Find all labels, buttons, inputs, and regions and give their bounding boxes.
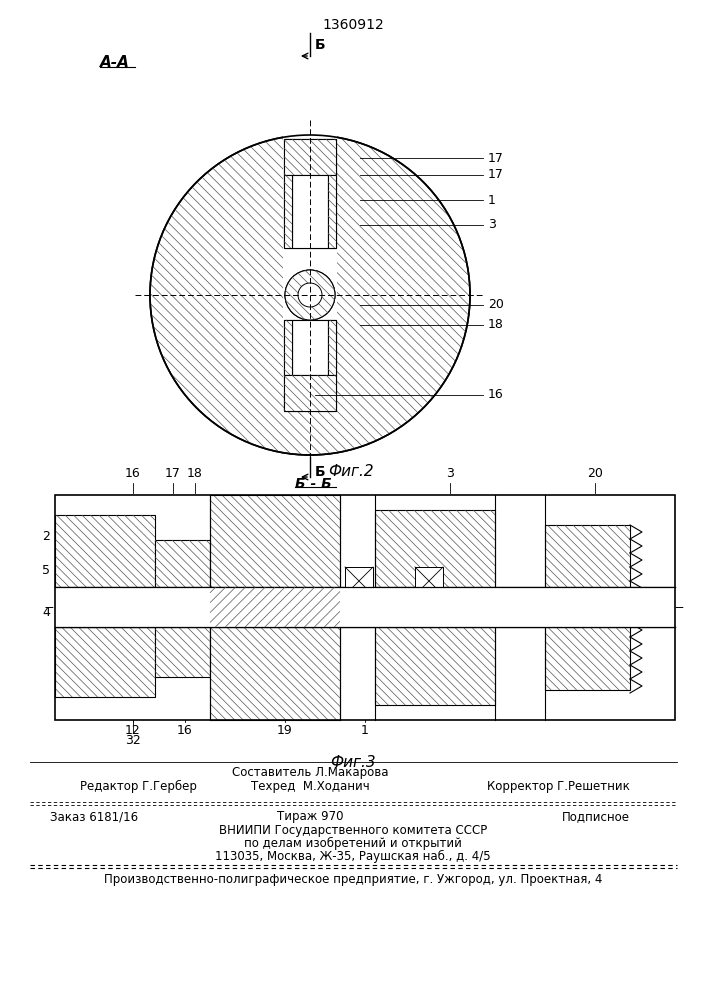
Text: 1: 1 (488, 194, 496, 207)
Bar (284, 175, 292, 248)
Circle shape (150, 135, 470, 455)
Text: Заказ 6181/16: Заказ 6181/16 (50, 810, 138, 823)
Text: 32: 32 (125, 734, 141, 747)
Text: 17: 17 (165, 467, 181, 480)
Bar (283, 130, 337, 390)
Text: 1360912: 1360912 (322, 18, 384, 32)
Text: 18: 18 (488, 318, 504, 332)
Text: 4: 4 (42, 605, 50, 618)
Text: Составитель Л.Макарова: Составитель Л.Макарова (232, 766, 388, 779)
Circle shape (285, 270, 335, 320)
Text: Б: Б (315, 465, 326, 479)
Bar (292, 320, 328, 375)
Bar (284, 320, 292, 375)
Bar (284, 175, 292, 248)
Text: 12: 12 (125, 724, 141, 737)
Text: 17: 17 (488, 151, 504, 164)
Text: Корректор Г.Решетник: Корректор Г.Решетник (487, 780, 630, 793)
Text: Производственно-полиграфическое предприятие, г. Ужгород, ул. Проектная, 4: Производственно-полиграфическое предприя… (104, 873, 602, 886)
Text: Фиг.3: Фиг.3 (330, 755, 376, 770)
Bar (55, 495, 675, 720)
Text: А-А: А-А (100, 55, 130, 70)
Text: ВНИИПИ Государственного комитета СССР: ВНИИПИ Государственного комитета СССР (219, 824, 487, 837)
Text: 16: 16 (125, 467, 141, 480)
Bar (284, 375, 336, 411)
Bar (328, 175, 336, 248)
Text: 2: 2 (42, 530, 50, 544)
Text: 1: 1 (361, 724, 369, 737)
Bar (55, 627, 155, 697)
Bar (328, 320, 336, 375)
Bar (328, 320, 336, 375)
Text: Фиг.2: Фиг.2 (328, 464, 373, 480)
Text: Подписное: Подписное (562, 810, 630, 823)
Bar (375, 510, 495, 705)
Bar (284, 375, 336, 411)
Text: 5: 5 (42, 564, 50, 576)
Bar (284, 139, 336, 175)
Bar (155, 540, 210, 595)
Text: 17: 17 (488, 168, 504, 182)
Bar (210, 495, 340, 720)
Bar (345, 567, 373, 595)
Bar (545, 525, 630, 690)
Text: Редактор Г.Гербер: Редактор Г.Гербер (80, 780, 197, 793)
Circle shape (298, 283, 322, 307)
Bar (292, 320, 328, 375)
Bar (292, 175, 328, 248)
Circle shape (298, 283, 322, 307)
Bar (284, 320, 292, 375)
Bar (55, 587, 675, 627)
Text: 18: 18 (187, 467, 203, 480)
Text: Б: Б (315, 38, 326, 52)
Text: Тираж 970: Тираж 970 (276, 810, 344, 823)
Text: Техред  М.Ходанич: Техред М.Ходанич (250, 780, 369, 793)
Bar (292, 175, 328, 248)
Text: 19: 19 (277, 724, 293, 737)
Text: Б - Б: Б - Б (295, 477, 332, 491)
Text: 20: 20 (587, 467, 603, 480)
Text: 16: 16 (488, 388, 504, 401)
Bar (284, 139, 336, 175)
Text: по делам изобретений и открытий: по делам изобретений и открытий (244, 837, 462, 850)
Bar (55, 587, 675, 627)
Bar (155, 619, 210, 677)
Bar (415, 567, 443, 595)
Text: 20: 20 (488, 298, 504, 312)
Circle shape (285, 270, 335, 320)
Bar (55, 515, 155, 595)
Text: 3: 3 (488, 219, 496, 232)
Text: 3: 3 (446, 467, 454, 480)
Bar (328, 175, 336, 248)
Text: 113035, Москва, Ж-35, Раушская наб., д. 4/5: 113035, Москва, Ж-35, Раушская наб., д. … (215, 850, 491, 863)
Text: 16: 16 (177, 724, 193, 737)
